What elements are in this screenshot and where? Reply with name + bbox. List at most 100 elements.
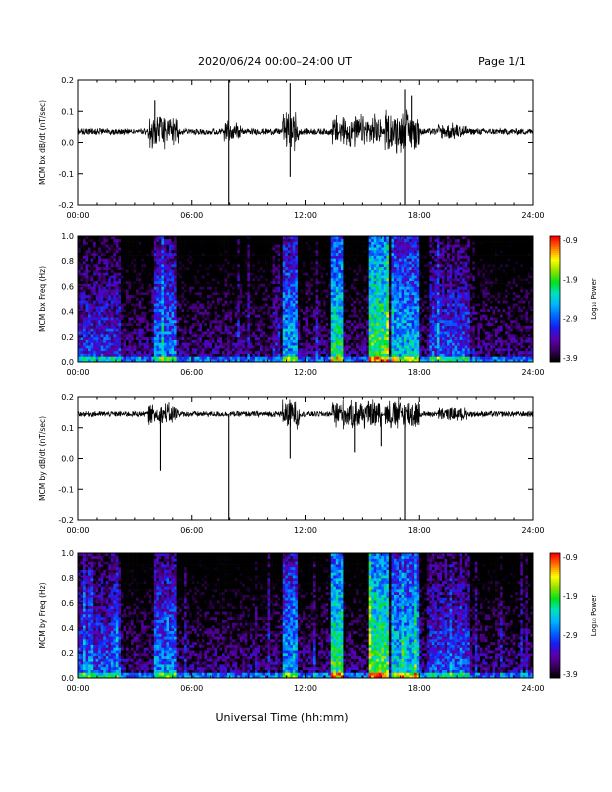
plot-title: 2020/06/24 00:00–24:00 UT (198, 55, 352, 68)
spectrogram-cell (98, 289, 102, 293)
spectrogram-cell (148, 255, 152, 259)
spectrogram-cell (310, 314, 314, 318)
spectrogram-cell (176, 336, 180, 340)
spectrogram-cell (158, 353, 162, 357)
spectrogram-cell (217, 320, 220, 324)
spectrogram-cell (169, 297, 172, 301)
spectrogram-cell (275, 300, 278, 304)
spectrogram-cell (151, 334, 155, 338)
spectrogram-cell (249, 294, 253, 298)
spectrogram-cell (328, 359, 332, 363)
spectrogram-cell (148, 252, 152, 256)
spectrogram-cell (267, 275, 271, 279)
spectrogram-cell (262, 303, 266, 307)
spectrogram-cell (217, 322, 220, 326)
spectrogram-cell (98, 322, 102, 326)
spectrogram-cell (252, 314, 256, 318)
spectrogram-cell (239, 339, 243, 343)
spectrogram-cell (262, 241, 266, 245)
spectrogram-cell (237, 353, 241, 357)
spectrogram-cell (133, 314, 137, 318)
panel-0-axes: 00:00 06:00 12:00 18:00 24:00-0.2-0.10.00.10… (38, 76, 545, 220)
spectrogram-cell (244, 356, 248, 360)
spectrogram-cell (277, 255, 281, 259)
spectrogram-cell (308, 353, 311, 357)
spectrogram-cell (320, 359, 324, 363)
spectrogram-cell (108, 359, 112, 363)
spectrogram-cell (80, 272, 84, 276)
spectrogram-cell (232, 320, 236, 324)
spectrogram-cell (120, 261, 124, 265)
spectrogram-cell (199, 320, 203, 324)
spectrogram-cell (211, 261, 215, 265)
spectrogram-cell (244, 244, 248, 248)
spectrogram-cell (290, 350, 294, 354)
spectrogram-cell (103, 311, 107, 315)
spectrogram-cell (179, 303, 182, 307)
spectrogram-cell (146, 258, 150, 262)
spectrogram-cell (300, 353, 304, 357)
spectrogram-cell (260, 280, 263, 284)
spectrogram-cell (166, 322, 170, 326)
spectrogram-cell (123, 322, 127, 326)
spectrogram-cell (196, 272, 200, 276)
spectrogram-cell (315, 255, 319, 259)
spectrogram-cell (239, 314, 243, 318)
spectrogram-cell (242, 336, 246, 340)
spectrogram-cell (244, 336, 248, 340)
spectrogram-cell (237, 238, 241, 242)
spectrogram-cell (133, 331, 137, 335)
spectrogram-cell (171, 255, 175, 259)
spectrogram-cell (239, 353, 243, 357)
spectrogram-cell (136, 322, 139, 326)
spectrogram-cell (105, 336, 109, 340)
spectrogram-cell (196, 356, 200, 360)
spectrogram-cell (105, 264, 109, 268)
spectrogram-cell (290, 359, 294, 363)
spectrogram-cell (158, 334, 162, 338)
spectrogram-cell (80, 250, 84, 254)
spectrogram-cell (88, 238, 91, 242)
spectrogram-cell (194, 269, 198, 273)
spectrogram-cell (333, 286, 337, 290)
spectrogram-cell (214, 328, 218, 332)
spectrogram-cell (270, 264, 273, 268)
spectrogram-cell (315, 266, 319, 270)
spectrogram-cell (217, 348, 220, 352)
spectrogram-cell (287, 280, 291, 284)
spectrogram-cell (249, 236, 253, 240)
spectrogram-cell (206, 261, 210, 265)
spectrogram-cell (323, 255, 327, 259)
spectrogram-cell (143, 275, 147, 279)
spectrogram-cell (179, 280, 182, 284)
spectrogram-cell (282, 350, 286, 354)
spectrogram-cell (247, 266, 251, 270)
x-tick-label: 24:00 (521, 211, 544, 220)
spectrogram-cell (252, 353, 256, 357)
spectrogram-cell (282, 342, 286, 346)
spectrogram-cell (128, 294, 132, 298)
spectrogram-cell (120, 266, 124, 270)
spectrogram-cell (277, 241, 281, 245)
spectrogram-cell (158, 303, 162, 307)
spectrogram-cell (103, 283, 107, 287)
spectrogram-cell (199, 283, 203, 287)
spectrogram-cell (313, 278, 316, 282)
spectrogram-cell (300, 342, 304, 346)
spectrogram-cell (128, 250, 132, 254)
spectrogram-cell (128, 269, 132, 273)
spectrogram-cell (290, 320, 294, 324)
spectrogram-cell (280, 320, 284, 324)
spectrogram-cell (287, 278, 291, 282)
spectrogram-cell (179, 292, 182, 296)
spectrogram-cell (126, 331, 129, 335)
spectrogram-cell (98, 356, 102, 360)
spectrogram-cell (100, 283, 104, 287)
spectrogram-cell (310, 353, 314, 357)
spectrogram-cell (126, 303, 129, 307)
spectrogram-cell (204, 311, 208, 315)
spectrogram-cell (209, 278, 213, 282)
spectrogram-cell (252, 255, 256, 259)
spectrogram-cell (211, 308, 215, 312)
spectrogram-cell (158, 280, 162, 284)
